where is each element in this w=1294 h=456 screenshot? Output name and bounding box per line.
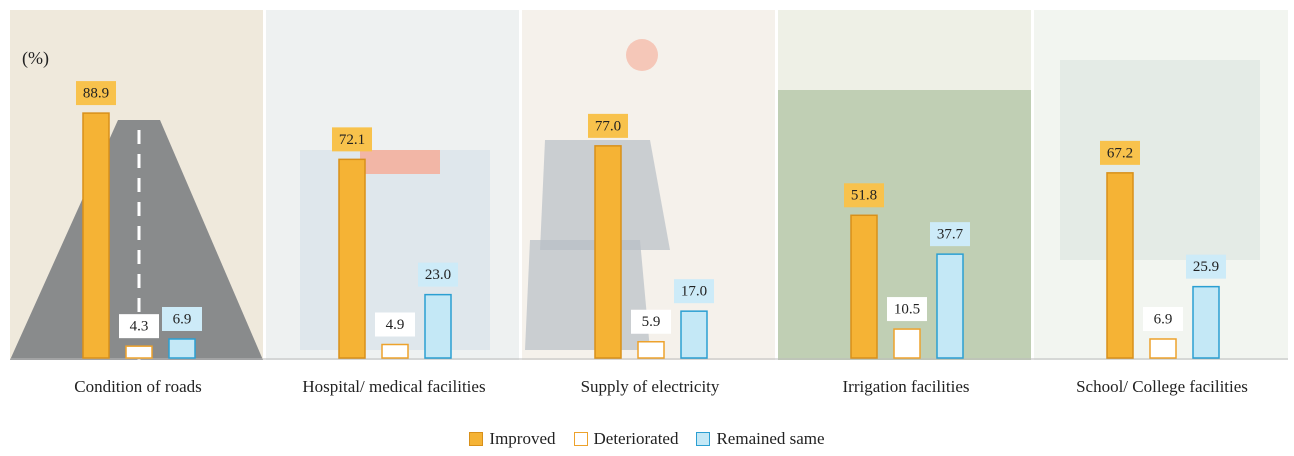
bar [1193,287,1219,358]
value-label: 67.2 [1107,145,1133,161]
value-label: 72.1 [339,132,365,148]
bar [1150,339,1176,358]
value-label: 37.7 [937,227,964,243]
value-label: 17.0 [681,284,707,300]
bar [382,345,408,358]
legend-label: Remained same [716,429,824,449]
legend-swatch [469,432,483,446]
value-label: 6.9 [1154,311,1173,327]
sun [626,39,658,71]
legend-item: Remained same [696,429,824,449]
category-label: Hospital/ medical facilities [284,376,504,398]
sign [360,150,440,174]
bar [595,146,621,358]
value-label: 23.0 [425,267,451,283]
legend-item: Improved [469,429,555,449]
legend-swatch [696,432,710,446]
bar [894,329,920,358]
category-label: School/ College facilities [1052,376,1272,398]
value-label: 10.5 [894,302,920,318]
unit-label: (%) [22,48,49,69]
bar [169,339,195,358]
school [1060,60,1260,260]
legend: Improved Deteriorated Remained same [0,429,1294,449]
value-label: 25.9 [1193,259,1219,275]
legend-label: Improved [489,429,555,449]
value-label: 4.9 [386,317,405,333]
value-label: 77.0 [595,118,621,134]
page: (%) 88.9 4.3 6.9 72.1 4.9 23.0 77.0 5.9 17.0 51.8… [0,0,1294,456]
bar [83,113,109,358]
legend-label: Deteriorated [594,429,679,449]
value-label: 4.3 [130,319,149,335]
bar [425,295,451,358]
bar [937,254,963,358]
bar [126,346,152,358]
bar [1107,173,1133,358]
bar [638,342,664,358]
legend-swatch [574,432,588,446]
legend-item: Deteriorated [574,429,679,449]
bar [851,215,877,358]
value-label: 88.9 [83,86,109,102]
category-label: Condition of roads [28,376,248,398]
bar [339,159,365,358]
value-label: 51.8 [851,188,877,204]
bar [681,311,707,358]
value-label: 6.9 [173,311,192,327]
category-label: Supply of electricity [540,376,760,398]
value-label: 5.9 [642,314,661,330]
category-label: Irrigation facilities [796,376,1016,398]
